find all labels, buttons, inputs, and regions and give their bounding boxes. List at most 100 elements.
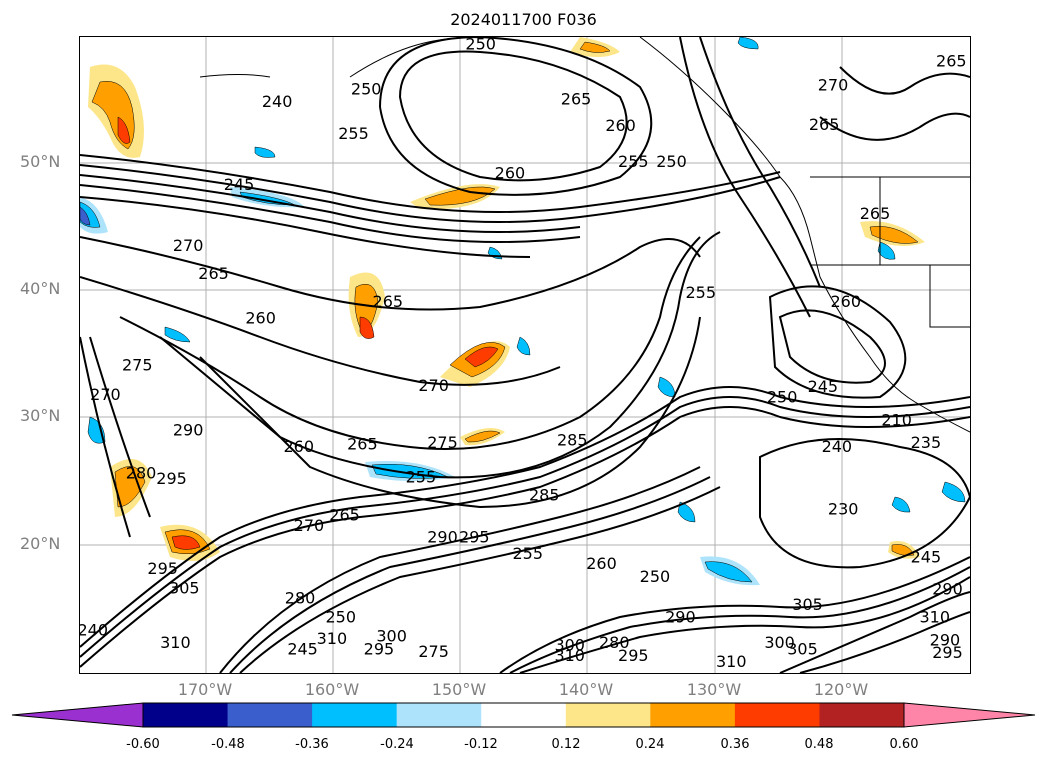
colorbar-tick-label: 0.48 xyxy=(804,737,834,752)
lat-label-50n: 50°N xyxy=(20,152,61,171)
contour-label: 285 xyxy=(529,485,560,504)
colorbar-tick-label: -0.24 xyxy=(380,737,414,752)
contour-label: 310 xyxy=(716,652,747,671)
contour-label: 255 xyxy=(685,283,716,302)
contour-label: 310 xyxy=(554,646,585,665)
colorbar-extend-max xyxy=(904,703,1035,727)
contour-label: 280 xyxy=(599,633,630,652)
colorbar-segment xyxy=(819,703,905,727)
colorbar-tick-label: -0.60 xyxy=(126,737,160,752)
colorbar-segment xyxy=(650,703,736,727)
contour-label: 245 xyxy=(224,175,255,194)
contour-label: 250 xyxy=(351,79,382,98)
contour-label: 305 xyxy=(792,595,823,614)
colorbar-segment xyxy=(143,703,229,727)
contour-label: 265 xyxy=(561,89,592,108)
contour-label: 210 xyxy=(881,410,912,429)
contour-label: 250 xyxy=(465,37,496,54)
map-title: 2024011700 F036 xyxy=(450,10,597,29)
contour-label: 265 xyxy=(329,506,360,525)
contour-lines xyxy=(80,37,970,673)
contour-label: 270 xyxy=(418,376,449,395)
contour-label: 300 xyxy=(764,633,795,652)
colorbar-segment xyxy=(734,703,820,727)
contour-label: 270 xyxy=(90,385,121,404)
contour-label: 295 xyxy=(932,643,963,662)
contour-label: 270 xyxy=(818,75,849,94)
lat-label-40n: 40°N xyxy=(20,279,61,298)
contour-label: 290 xyxy=(930,630,961,649)
contour-label: 280 xyxy=(126,464,157,483)
contour-label: 265 xyxy=(198,264,229,283)
contour-label: 300 xyxy=(376,627,407,646)
contour-label: 265 xyxy=(936,51,967,70)
contour-label: 290 xyxy=(665,608,696,627)
contour-label: 265 xyxy=(347,434,378,453)
contour-label: 255 xyxy=(406,468,437,487)
contour-label: 275 xyxy=(427,433,458,452)
contour-label: 270 xyxy=(173,236,204,255)
contour-label: 290 xyxy=(932,580,963,599)
contour-label: 240 xyxy=(80,620,108,639)
contour-label: 250 xyxy=(656,152,687,171)
contour-label: 295 xyxy=(618,646,649,665)
colorbar xyxy=(11,702,1036,728)
contour-label: 310 xyxy=(160,633,191,652)
contour-label: 280 xyxy=(285,588,316,607)
contour-label: 265 xyxy=(809,115,840,134)
contour-label: 245 xyxy=(911,548,942,567)
colorbar-tick-label: 0.60 xyxy=(889,737,919,752)
lon-label-130w: 130°W xyxy=(686,680,742,699)
colorbar-segment xyxy=(565,703,651,727)
contour-label: 235 xyxy=(911,433,942,452)
contour-label: 265 xyxy=(860,204,891,223)
contour-label: 270 xyxy=(294,516,325,535)
colorbar-tick-label: 0.24 xyxy=(635,737,665,752)
contour-label: 260 xyxy=(495,163,526,182)
colorbar-tick-label: 0.12 xyxy=(551,737,581,752)
colorbar-extend-min xyxy=(12,703,143,727)
contour-label: 250 xyxy=(325,608,356,627)
contour-label: 230 xyxy=(828,499,859,518)
contour-label: 260 xyxy=(830,292,861,311)
contour-label: 250 xyxy=(767,387,798,406)
colorbar-segment xyxy=(481,703,567,727)
contour-label: 245 xyxy=(808,377,839,396)
contour-label: 295 xyxy=(147,559,178,578)
lon-label-150w: 150°W xyxy=(431,680,487,699)
contour-label: 275 xyxy=(418,642,449,661)
contour-label: 260 xyxy=(245,308,276,327)
contour-label: 305 xyxy=(169,578,200,597)
contour-label: 260 xyxy=(605,116,636,135)
lon-label-160w: 160°W xyxy=(304,680,360,699)
colorbar-segment xyxy=(227,703,313,727)
contour-label: 285 xyxy=(557,431,588,450)
contour-label: 310 xyxy=(317,629,348,648)
contour-label: 240 xyxy=(262,92,293,111)
contour-label: 290 xyxy=(173,420,204,439)
lon-label-140w: 140°W xyxy=(558,680,614,699)
colorbar-tick-label: 0.36 xyxy=(720,737,750,752)
colorbar-tick-label: -0.36 xyxy=(295,737,329,752)
contour-label: 260 xyxy=(586,554,617,573)
contour-label: 265 xyxy=(373,292,404,311)
contour-label: 290 xyxy=(427,527,458,546)
contour-label: 255 xyxy=(338,124,369,143)
contour-label: 305 xyxy=(787,639,818,658)
coastlines xyxy=(199,37,970,433)
contour-label: 300 xyxy=(554,636,585,655)
lat-label-30n: 30°N xyxy=(20,406,61,425)
contour-label: 255 xyxy=(512,544,543,563)
colorbar-tick-label: -0.48 xyxy=(211,737,245,752)
colorbar-tick-label: -0.12 xyxy=(464,737,498,752)
contour-label: 245 xyxy=(287,639,318,658)
shaded-field xyxy=(80,37,966,586)
lon-label-120w: 120°W xyxy=(813,680,869,699)
contour-label: 310 xyxy=(920,608,951,627)
contour-label: 260 xyxy=(284,437,315,456)
lat-label-20n: 20°N xyxy=(20,534,61,553)
colorbar-segments xyxy=(12,703,1035,727)
contour-label: 295 xyxy=(364,639,395,658)
